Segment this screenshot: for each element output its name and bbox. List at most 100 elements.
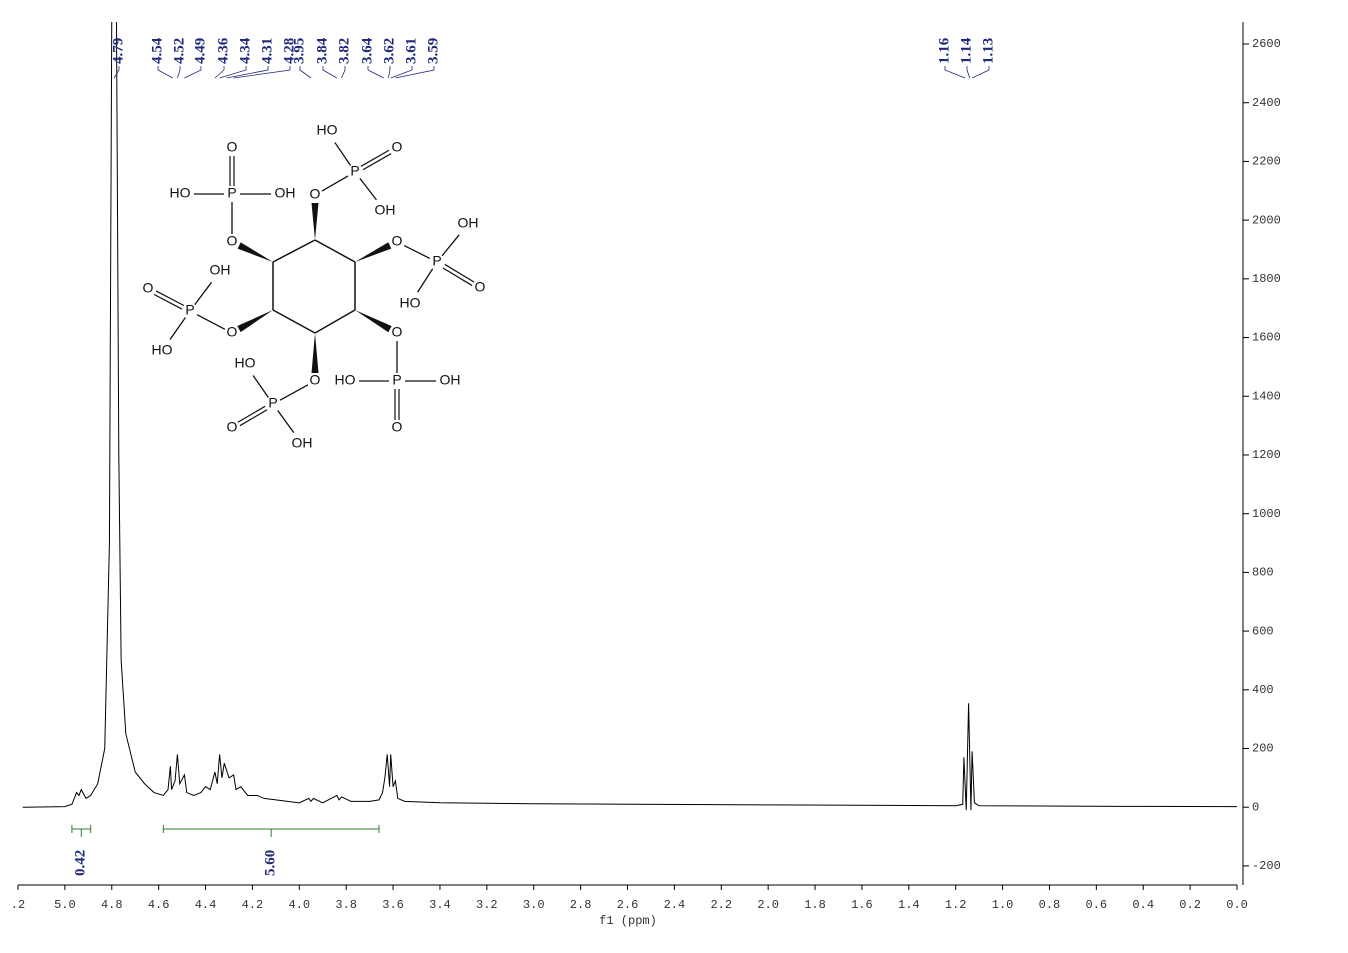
atom-label: P	[268, 395, 277, 411]
atom-label: O	[310, 372, 321, 388]
bond	[196, 314, 226, 330]
x-tick-label: 1.0	[992, 898, 1014, 912]
x-tick-label: 5.0	[54, 898, 76, 912]
y-tick-label: 200	[1252, 742, 1274, 756]
bond	[194, 281, 213, 305]
atom-label: O	[227, 324, 238, 340]
peak-connector	[944, 66, 966, 79]
atom-label: P	[432, 253, 441, 269]
atom-label: OH	[210, 262, 231, 278]
bond	[334, 142, 352, 166]
atom-label: HO	[400, 295, 421, 311]
x-tick-label: 4.8	[101, 898, 123, 912]
double-bond	[239, 409, 268, 427]
wedge-bond	[311, 203, 319, 240]
x-tick-label: 0.0	[1226, 898, 1248, 912]
y-tick-label: 1600	[1252, 331, 1281, 345]
x-tick-label: 4.2	[242, 898, 264, 912]
x-tick-label: 3.2	[476, 898, 498, 912]
peak-connector	[157, 66, 173, 79]
peak-connector	[113, 66, 120, 79]
peak-label: 4.54	[149, 37, 165, 64]
x-tick-label: 2.8	[570, 898, 592, 912]
atom-label: O	[392, 233, 403, 249]
y-tick-label: 1800	[1252, 272, 1281, 286]
peak-label: 4.31	[259, 38, 275, 64]
double-bond	[155, 290, 185, 307]
double-bond	[442, 267, 473, 287]
x-tick-label: 0.8	[1039, 898, 1061, 912]
x-tick-label: 1.6	[851, 898, 873, 912]
atom-label: HO	[170, 185, 191, 201]
peak-connector	[390, 66, 413, 79]
y-tick-label: -200	[1252, 859, 1281, 873]
x-tick-label: 0.4	[1132, 898, 1154, 912]
peak-label: 3.62	[381, 38, 397, 64]
peak-label: 4.49	[192, 38, 208, 64]
peak-label: 1.14	[958, 37, 974, 64]
peak-connector	[233, 66, 291, 79]
atom-label: O	[310, 186, 321, 202]
y-tick-label: 0	[1252, 800, 1259, 814]
peak-connector	[367, 66, 384, 79]
bond	[441, 234, 460, 257]
peak-label: 3.61	[403, 38, 419, 64]
atom-label: O	[227, 233, 238, 249]
peak-label: 4.28	[281, 38, 297, 64]
atom-label: HO	[335, 372, 356, 388]
atom-label: P	[185, 302, 194, 318]
x-tick-label: 4.0	[289, 898, 311, 912]
atom-label: P	[350, 163, 359, 179]
atom-label: OH	[440, 372, 461, 388]
peak-connector	[214, 66, 225, 79]
atom-label: OH	[292, 435, 313, 451]
peak-label: 3.59	[425, 38, 441, 64]
bond	[321, 175, 349, 192]
x-tick-label: 2.4	[664, 898, 686, 912]
atom-label: HO	[235, 355, 256, 371]
bond	[169, 317, 186, 340]
ring-bond	[314, 309, 356, 334]
plot-area	[22, 22, 1238, 811]
atom-label: O	[475, 279, 486, 295]
y-tick-label: 600	[1252, 624, 1274, 638]
atom-label: O	[392, 139, 403, 155]
integral-label: 0.42	[73, 850, 89, 876]
peak-label: 3.82	[336, 38, 352, 64]
peak-connector	[395, 66, 435, 79]
peak-label: 1.16	[936, 37, 952, 64]
peak-connector	[341, 66, 346, 79]
peak-connector	[322, 66, 338, 79]
atom-label: O	[392, 419, 403, 435]
wedge-bond	[237, 310, 273, 333]
atom-label: OH	[458, 215, 479, 231]
y-tick-label: 800	[1252, 566, 1274, 580]
ring-bond	[314, 239, 356, 263]
x-tick-label: .2	[11, 898, 25, 912]
x-tick-label: 3.4	[429, 898, 451, 912]
double-bond	[444, 263, 475, 283]
double-bond	[237, 405, 266, 423]
integral-label: 5.60	[263, 850, 279, 876]
bond	[277, 410, 295, 434]
wedge-bond	[355, 242, 392, 262]
bond	[417, 268, 434, 293]
bond	[403, 244, 431, 260]
peak-connector	[177, 66, 181, 79]
ring-bond	[272, 239, 316, 263]
wedge-bond	[237, 242, 273, 262]
peak-connector	[971, 66, 990, 79]
peak-connector	[226, 66, 269, 79]
peak-connector	[219, 66, 247, 79]
x-tick-label: 1.2	[945, 898, 967, 912]
y-tick-label: 1200	[1252, 448, 1281, 462]
wedge-bond	[311, 333, 319, 373]
ring-bond	[272, 309, 316, 334]
bond	[279, 384, 309, 401]
bond	[359, 177, 377, 201]
atom-label: O	[143, 280, 154, 296]
atom-label: O	[227, 139, 238, 155]
peak-label: 4.79	[110, 38, 126, 64]
